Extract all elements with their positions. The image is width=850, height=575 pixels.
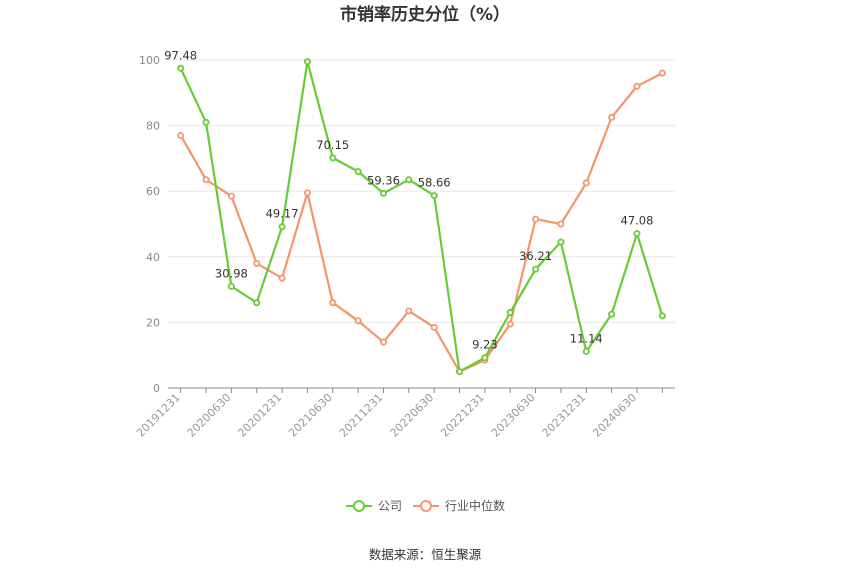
series-line (179, 72, 663, 373)
y-tick-label: 100 (139, 54, 160, 67)
legend-label: 公司 (378, 499, 402, 513)
data-point[interactable] (557, 220, 565, 228)
data-point[interactable] (430, 192, 438, 200)
data-point[interactable] (227, 192, 235, 200)
data-point[interactable] (633, 230, 641, 238)
legend-marker (420, 500, 432, 512)
series-group: 97.48 30.98 49.17 70.15 59.36 58.66 9.23 36.21 1… (164, 48, 666, 376)
data-point[interactable] (303, 58, 311, 66)
data-point[interactable] (379, 338, 387, 346)
data-point[interactable] (456, 368, 464, 376)
data-point[interactable] (405, 307, 413, 315)
data-point[interactable] (532, 215, 540, 223)
x-tick-label: 20210630 (286, 391, 335, 440)
x-tick-label: 20231231 (540, 391, 589, 440)
y-axis: 0 20 40 60 80 100 (139, 54, 160, 395)
data-label: 9.23 (472, 338, 498, 352)
data-label: 59.36 (367, 173, 400, 187)
data-point[interactable] (202, 118, 210, 126)
data-point[interactable] (329, 154, 337, 162)
x-tick-label: 20220630 (388, 391, 437, 440)
data-point[interactable] (354, 168, 362, 176)
data-point[interactable] (506, 309, 514, 317)
data-point[interactable] (582, 347, 590, 355)
data-point[interactable] (202, 176, 210, 184)
y-tick-label: 80 (146, 120, 160, 133)
legend[interactable]: 公司 行业中位数 (346, 498, 505, 513)
y-tick-label: 40 (146, 251, 160, 264)
legend-item[interactable]: 公司 (346, 499, 402, 513)
data-point[interactable] (177, 64, 185, 72)
x-tick-label: 20200630 (185, 391, 234, 440)
data-point[interactable] (177, 131, 185, 139)
data-point[interactable] (227, 282, 235, 290)
data-point[interactable] (481, 354, 489, 362)
data-point[interactable] (658, 312, 666, 320)
data-point[interactable] (557, 238, 565, 246)
x-tick-label: 20230630 (489, 391, 538, 440)
data-point[interactable] (633, 82, 641, 90)
data-point[interactable] (253, 259, 261, 267)
legend-item[interactable]: 行业中位数 (413, 498, 505, 513)
x-tick-label: 20201231 (235, 391, 284, 440)
data-point[interactable] (303, 189, 311, 197)
series-line (179, 60, 664, 373)
data-label: 47.08 (621, 214, 654, 228)
x-axis: 20191231 20200630 20201231 20210630 20211231… (134, 387, 675, 440)
data-point[interactable] (329, 299, 337, 307)
legend-label: 行业中位数 (445, 498, 505, 513)
data-point[interactable] (278, 223, 286, 231)
data-point[interactable] (608, 310, 616, 318)
data-point[interactable] (379, 189, 387, 197)
data-point[interactable] (405, 176, 413, 184)
data-point[interactable] (354, 317, 362, 325)
y-tick-label: 0 (153, 382, 160, 395)
x-tick-label: 20211231 (337, 391, 386, 440)
chart-title: 市销率历史分位（%） (340, 4, 510, 25)
data-source: 数据来源：恒生聚源 (369, 547, 482, 562)
data-point[interactable] (582, 179, 590, 187)
data-point[interactable] (253, 299, 261, 307)
legend-marker (353, 500, 365, 512)
data-point[interactable] (430, 323, 438, 331)
x-tick-label: 20240630 (590, 391, 639, 440)
data-label: 70.15 (316, 138, 349, 152)
data-label: 11.14 (570, 331, 603, 345)
x-tick-label: 20221231 (438, 391, 487, 440)
data-point[interactable] (658, 69, 666, 77)
y-tick-label: 20 (146, 316, 160, 329)
data-label: 30.98 (215, 266, 248, 280)
data-label: 36.21 (519, 249, 552, 263)
x-tick-label: 20191231 (134, 391, 183, 440)
data-point[interactable] (532, 265, 540, 273)
grid-lines (168, 59, 675, 323)
data-label: 58.66 (418, 176, 451, 190)
data-label: 97.48 (164, 48, 197, 62)
y-tick-label: 60 (146, 185, 160, 198)
data-point[interactable] (608, 113, 616, 121)
data-point[interactable] (506, 320, 514, 328)
data-label: 49.17 (266, 207, 299, 221)
data-point[interactable] (278, 274, 286, 282)
